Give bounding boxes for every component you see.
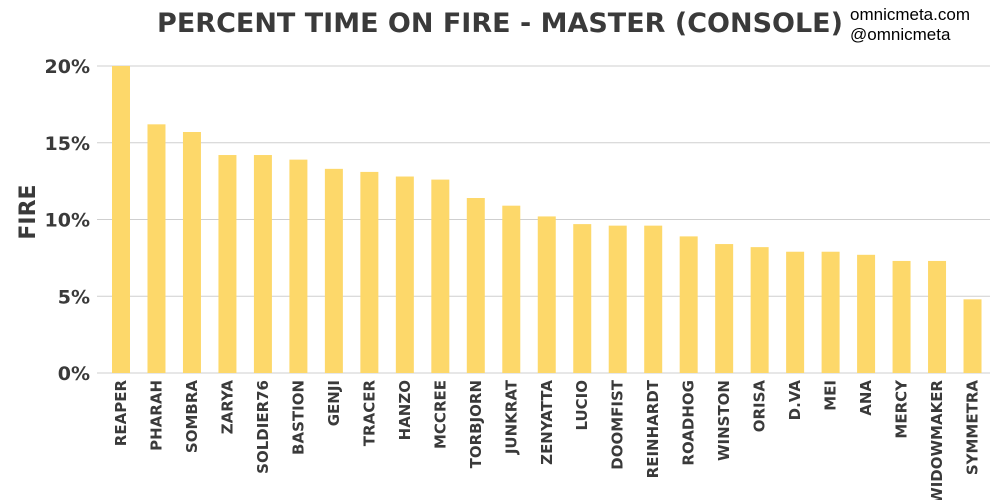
y-tick-label: 15%: [45, 133, 90, 155]
x-tick-label: WIDOWMAKER: [928, 380, 946, 500]
x-tick-label: SYMMETRA: [964, 380, 982, 476]
bar: [112, 66, 130, 373]
bar: [679, 236, 698, 373]
x-tick-label: D.VA: [786, 380, 804, 421]
x-tick-label: SOMBRA: [183, 380, 201, 453]
bar: [182, 132, 201, 373]
bar: [466, 198, 485, 373]
x-tick-label: ZENYATTA: [538, 380, 556, 465]
bar: [786, 251, 805, 373]
bar: [537, 216, 556, 373]
x-tick-label: MEI: [822, 380, 840, 411]
x-axis-ticks: REAPER PHARAH SOMBRA ZARYA SOLDIER76 BASTION G…: [112, 379, 982, 500]
bar: [857, 254, 876, 373]
x-tick-label: REAPER: [112, 380, 130, 447]
bar: [928, 260, 947, 373]
x-tick-label: PHARAH: [147, 380, 165, 451]
bars: [112, 66, 982, 373]
social-handle: @omnicmeta: [850, 25, 951, 44]
bar: [147, 124, 166, 373]
x-tick-label: DOOMFIST: [609, 379, 627, 470]
x-tick-label: ZARYA: [218, 380, 236, 435]
x-tick-label: TRACER: [360, 380, 378, 447]
bar: [821, 251, 840, 373]
bar: [289, 159, 308, 373]
y-tick-label: 0%: [58, 363, 90, 385]
x-tick-label: BASTION: [289, 380, 307, 455]
y-tick-label: 5%: [58, 286, 90, 308]
bar: [608, 225, 627, 373]
x-tick-label: HANZO: [396, 380, 414, 440]
x-tick-label: ROADHOG: [680, 380, 698, 466]
x-tick-label: MCCREE: [431, 380, 449, 449]
bar: [502, 205, 521, 373]
x-tick-label: REINHARDT: [644, 379, 662, 478]
bar: [324, 168, 343, 373]
x-tick-label: ORISA: [751, 380, 769, 433]
x-tick-label: MERCY: [893, 379, 911, 439]
bar: [715, 244, 734, 373]
bar: [573, 224, 592, 373]
x-tick-label: GENJI: [325, 380, 343, 426]
x-tick-label: TORBJORN: [467, 380, 485, 468]
bar: [750, 247, 769, 373]
x-tick-label: ANA: [857, 380, 875, 416]
x-tick-label: SOLDIER76: [254, 380, 272, 474]
bar: [218, 155, 237, 373]
site-link[interactable]: omnicmeta.com: [850, 5, 970, 24]
bar: [431, 179, 450, 373]
bar: [892, 260, 911, 373]
y-axis-label: FIRE: [16, 184, 41, 239]
bar: [963, 299, 982, 373]
x-tick-label: LUCIO: [573, 380, 591, 431]
chart-title: PERCENT TIME ON FIRE - MASTER (CONSOLE): [157, 8, 843, 39]
y-tick-label: 10%: [45, 210, 90, 232]
bar: [253, 155, 272, 373]
y-axis-ticks: 0% 5% 10% 15% 20%: [45, 56, 90, 385]
bar: [644, 225, 663, 373]
x-tick-label: WINSTON: [715, 380, 733, 461]
bar: [395, 176, 414, 373]
x-tick-label: JUNKRAT: [502, 379, 520, 455]
bar: [360, 171, 379, 373]
y-tick-label: 20%: [45, 56, 90, 78]
